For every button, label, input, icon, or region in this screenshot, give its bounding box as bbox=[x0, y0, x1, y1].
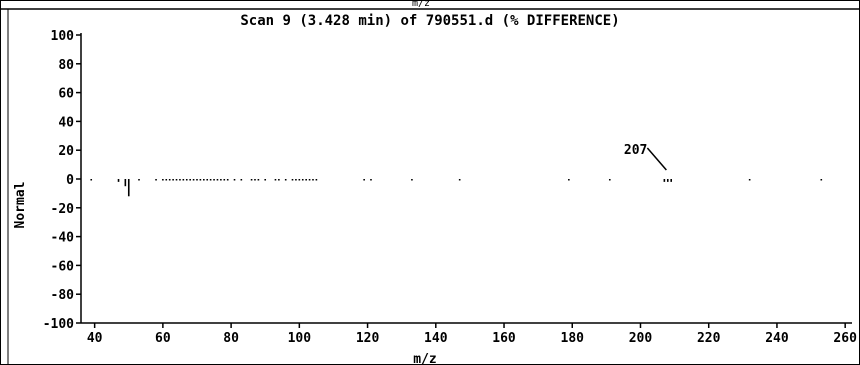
x-tick-label: 200 bbox=[629, 331, 653, 346]
y-tick-label: -100 bbox=[43, 317, 74, 332]
y-tick-label: 20 bbox=[58, 144, 74, 159]
annotation-label: 207 bbox=[624, 143, 647, 158]
y-tick-label: 60 bbox=[58, 87, 74, 102]
x-tick-label: 140 bbox=[424, 331, 448, 346]
x-ticks: 40 60 80 100 120 140 160 180 200 220 240 260 bbox=[87, 323, 857, 346]
annotation-leader bbox=[646, 147, 667, 171]
x-tick-label: 260 bbox=[833, 331, 857, 346]
y-tick-label: -40 bbox=[51, 231, 75, 246]
y-tick-label: -60 bbox=[51, 259, 75, 274]
x-axis-label: m/z bbox=[413, 352, 436, 365]
y-tick-label: 100 bbox=[51, 29, 75, 44]
x-tick-label: 100 bbox=[288, 331, 312, 346]
top-fragment-label: m/z bbox=[412, 0, 430, 9]
y-tick-label: -80 bbox=[51, 288, 75, 303]
y-axis-label: Normal bbox=[13, 182, 28, 229]
y-ticks: 100 80 60 40 20 0 -20 -40 -60 -80 -100 bbox=[43, 29, 81, 332]
spectrum-peaks bbox=[90, 179, 823, 197]
x-tick-label: 240 bbox=[765, 331, 789, 346]
x-tick-label: 180 bbox=[561, 331, 585, 346]
x-tick-label: 120 bbox=[356, 331, 380, 346]
x-tick-label: 60 bbox=[155, 331, 171, 346]
x-tick-label: 160 bbox=[492, 331, 516, 346]
y-tick-label: 40 bbox=[58, 115, 74, 130]
x-tick-label: 40 bbox=[87, 331, 103, 346]
y-tick-label: -20 bbox=[51, 202, 75, 217]
y-tick-label: 80 bbox=[58, 58, 74, 73]
x-tick-label: 80 bbox=[223, 331, 239, 346]
chart-title: Scan 9 (3.428 min) of 790551.d (% DIFFER… bbox=[240, 13, 619, 29]
peak-annotations: 207 bbox=[624, 143, 667, 171]
x-tick-label: 220 bbox=[697, 331, 721, 346]
y-tick-label: 0 bbox=[66, 173, 74, 188]
